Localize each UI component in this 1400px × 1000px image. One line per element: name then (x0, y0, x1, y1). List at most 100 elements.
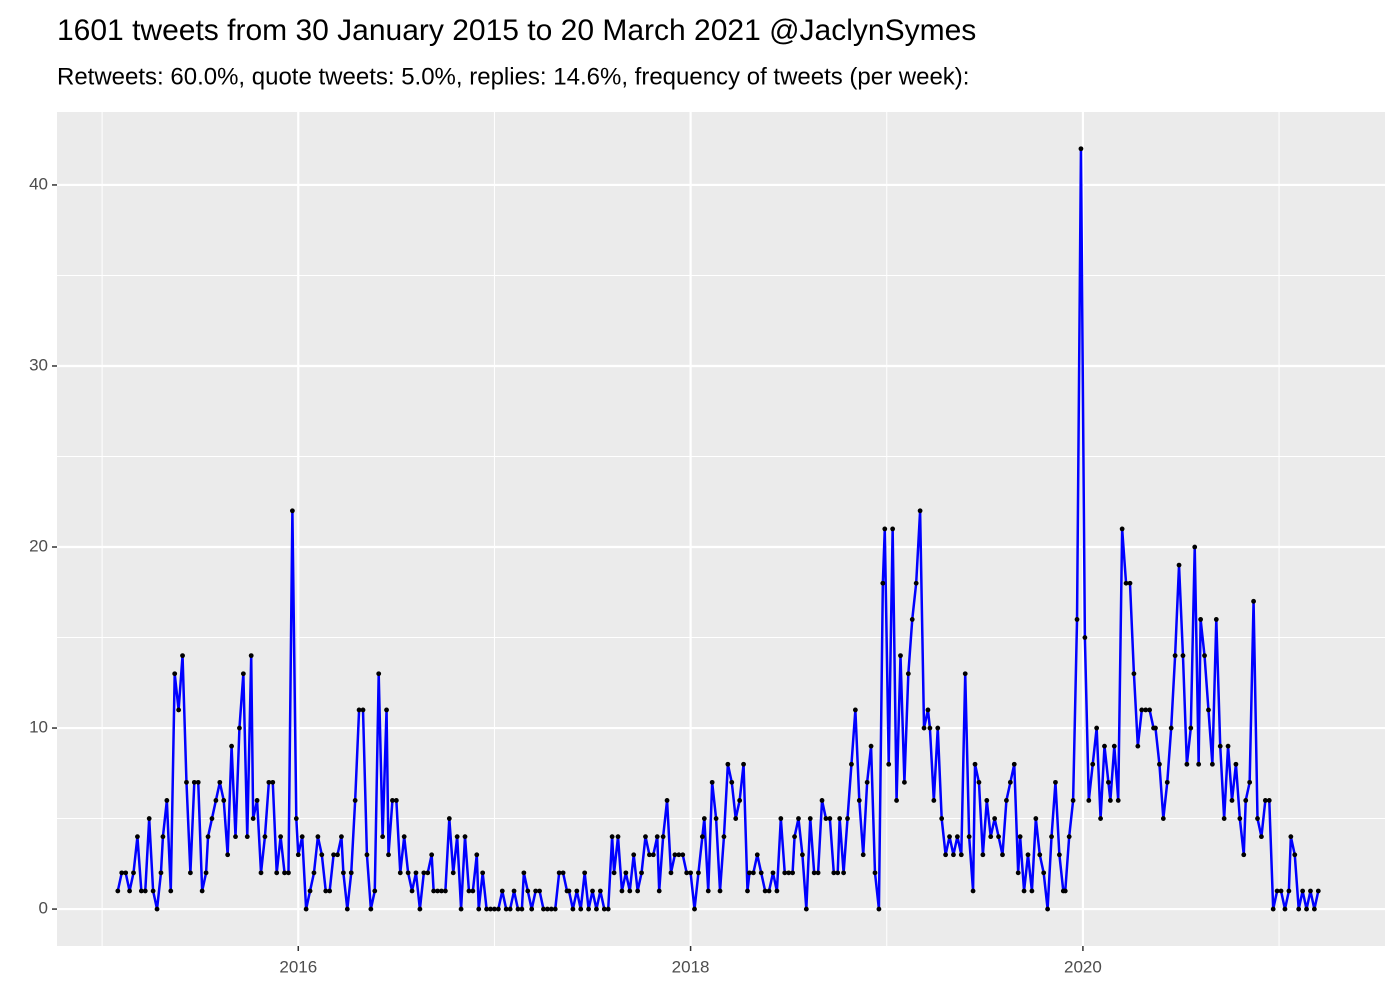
data-point (289, 508, 295, 514)
data-point (303, 906, 309, 912)
data-point (1049, 834, 1054, 840)
data-point (507, 906, 513, 912)
data-point (1209, 761, 1215, 767)
data-point (566, 888, 572, 894)
data-point (233, 834, 238, 840)
data-point (699, 834, 705, 840)
data-line (116, 147, 1320, 911)
data-point (1007, 779, 1013, 785)
data-point (511, 888, 517, 894)
data-point (435, 888, 440, 894)
data-point (544, 906, 550, 912)
y-tick-label: 0 (39, 899, 48, 918)
data-point (1070, 798, 1076, 803)
data-point (519, 906, 525, 912)
data-point (713, 816, 719, 821)
data-point (1131, 671, 1137, 677)
data-point (476, 906, 482, 912)
data-point (729, 779, 735, 785)
data-point (733, 816, 739, 821)
data-point (417, 906, 423, 912)
data-point (295, 852, 301, 858)
data-point (262, 834, 268, 840)
data-point (913, 580, 919, 586)
data-point (537, 888, 542, 894)
data-point (248, 653, 254, 659)
data-point (142, 888, 148, 894)
data-point (315, 834, 321, 840)
data-point (135, 834, 140, 840)
data-point (209, 816, 215, 821)
data-point (450, 870, 456, 876)
data-point (807, 816, 813, 821)
data-point (1139, 707, 1145, 713)
data-point (307, 888, 313, 894)
data-point (127, 888, 132, 894)
data-point (597, 888, 603, 894)
data-point (1045, 906, 1051, 912)
data-point (939, 816, 945, 821)
y-tick-label: 30 (29, 355, 48, 374)
data-point (352, 798, 358, 803)
data-point (488, 906, 493, 912)
data-point (660, 834, 666, 840)
data-point (123, 870, 129, 876)
data-point (790, 870, 795, 876)
data-point (386, 852, 391, 858)
data-point (1160, 816, 1166, 821)
data-point (199, 888, 205, 894)
data-point (792, 834, 797, 840)
data-point (1304, 906, 1309, 912)
data-point (1053, 779, 1058, 785)
data-point (590, 888, 595, 894)
data-point (356, 707, 362, 713)
data-point (1082, 635, 1088, 640)
data-point (439, 888, 444, 894)
data-point (860, 852, 866, 858)
data-point (1237, 816, 1243, 821)
data-point (442, 888, 448, 894)
data-point (1206, 707, 1211, 713)
data-point (1062, 888, 1068, 894)
data-point (1111, 743, 1117, 749)
data-point (431, 888, 437, 894)
data-point (470, 888, 476, 894)
data-point (970, 888, 976, 894)
data-point (996, 834, 1001, 840)
data-point (1021, 888, 1027, 894)
data-point (364, 852, 370, 858)
data-point (1180, 653, 1186, 659)
data-point (331, 852, 336, 858)
data-point (841, 870, 846, 876)
data-point (250, 816, 256, 821)
data-point (849, 761, 854, 767)
data-point (311, 870, 317, 876)
data-point (495, 906, 501, 912)
data-point (1296, 906, 1302, 912)
data-point (340, 870, 346, 876)
data-point (1217, 743, 1223, 749)
data-point (446, 816, 452, 821)
data-point (984, 798, 990, 803)
data-point (800, 852, 805, 858)
data-point (615, 834, 621, 840)
data-point (529, 906, 535, 912)
data-point (680, 852, 686, 858)
data-point (1037, 852, 1043, 858)
data-point (852, 707, 858, 713)
data-point (1241, 852, 1247, 858)
data-point (1011, 761, 1017, 767)
data-point (195, 779, 201, 785)
data-point (401, 834, 407, 840)
data-point (397, 870, 403, 876)
data-point (676, 852, 682, 858)
data-point (1033, 816, 1039, 821)
data-point (1086, 798, 1092, 803)
data-point (927, 725, 933, 731)
data-point (323, 888, 329, 894)
data-point (1192, 544, 1198, 550)
data-point (747, 870, 752, 876)
y-tick-label: 10 (29, 718, 48, 737)
data-point (1164, 779, 1170, 785)
data-point (737, 798, 743, 803)
